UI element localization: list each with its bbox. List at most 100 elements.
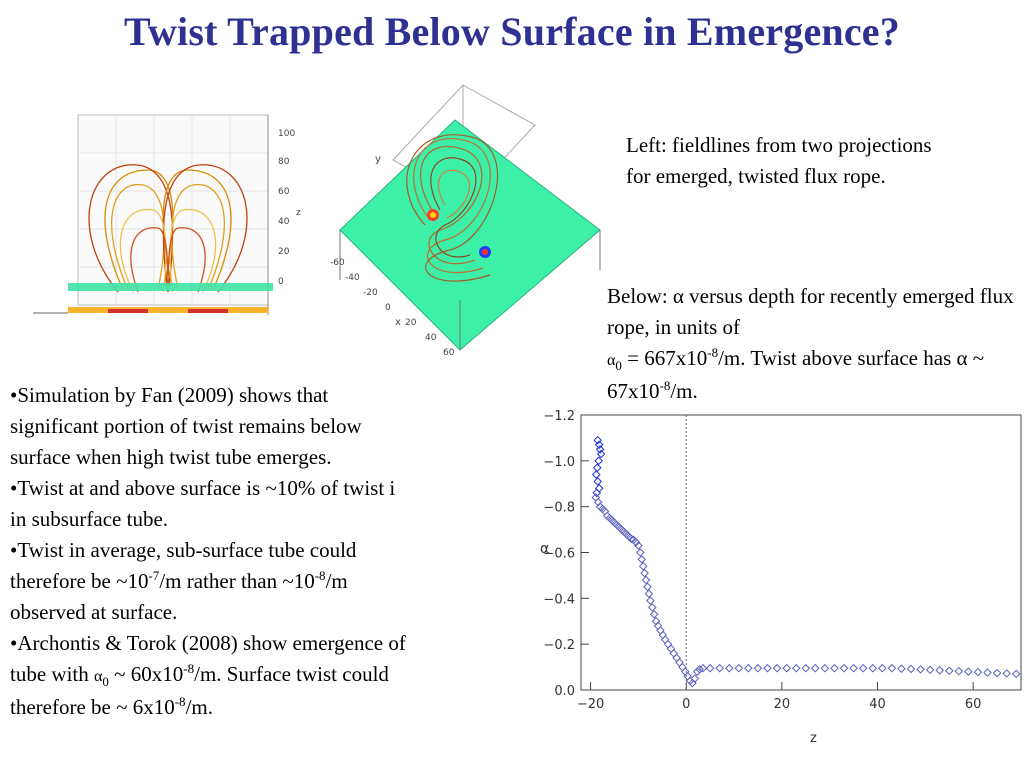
fig1-z-tick: 0: [278, 277, 284, 287]
data-point: [811, 663, 820, 673]
x-axis-label: z: [810, 731, 817, 746]
data-point: [634, 541, 643, 550]
alpha-depth-chart: −1.2 −1.0 −0.8 −0.6 −0.4 −0.2 0.0 −20 0 20 40 60 α…: [540, 409, 1022, 746]
alpha-symbol: α: [94, 668, 103, 685]
y-tick-label: −1.2: [543, 409, 575, 424]
data-point: [772, 663, 782, 673]
exponent: -8: [314, 568, 326, 583]
data-point: [734, 663, 744, 673]
data-point: [594, 456, 604, 466]
text-part: /m rather than ~10: [159, 569, 315, 593]
data-point: [830, 663, 839, 673]
bullet-line: observed at surface.: [10, 600, 178, 624]
data-point: [897, 664, 906, 673]
text-part: therefore be ~ 6x10: [10, 695, 175, 719]
data-point: [595, 445, 605, 454]
data-point: [944, 666, 954, 676]
caption-left: Left: fieldlines from two projections fo…: [626, 133, 932, 188]
data-point: [782, 663, 791, 673]
subscript: 0: [102, 674, 109, 690]
bullet-line: •Twist in average, sub-surface tube coul…: [10, 538, 357, 562]
data-point: [591, 470, 601, 479]
data-point: [925, 665, 935, 675]
bullet-line: therefore be ~10-7/m rather than ~10-8/m: [10, 566, 530, 597]
fieldline-oblique-view: -60 -40 -20 0 20 40 60 x y: [330, 84, 601, 358]
data-point: [744, 663, 753, 673]
data-point: [635, 548, 645, 557]
fig2-x-tick: 0: [385, 303, 391, 313]
bullet-line: significant portion of twist remains bel…: [10, 414, 362, 438]
data-point: [698, 663, 708, 673]
slide-title: Twist Trapped Below Surface in Emergence…: [124, 9, 900, 54]
data-point: [858, 663, 868, 673]
fig1-z-tick: 40: [278, 217, 290, 227]
bullet-line: •Archontis & Torok (2008) show emergence…: [10, 631, 406, 655]
fig2-x-tick: 20: [405, 318, 417, 328]
caption-below: Below: α versus depth for recently emerg…: [607, 281, 1017, 407]
data-point: [954, 666, 964, 676]
data-point: [649, 610, 659, 619]
data-point: [695, 665, 704, 674]
data-point: [906, 664, 916, 674]
data-point: [801, 663, 811, 673]
fig1-z-tick: 100: [278, 129, 295, 139]
fig1-z-label: z: [296, 208, 301, 218]
data-point: [637, 555, 647, 564]
caption-below-exp: -8: [707, 345, 719, 360]
caption-below-line1: Below: α versus depth for recently emerg…: [607, 284, 1014, 339]
text-part: therefore be ~10: [10, 569, 149, 593]
data-point: [715, 663, 725, 673]
fieldline-side-view: 100 80 60 40 20 0 z: [33, 114, 301, 315]
data-point: [1011, 669, 1021, 679]
y-tick-label: −0.8: [543, 501, 575, 516]
fig1-z-tick: 60: [278, 187, 290, 197]
data-point: [992, 668, 1002, 678]
plot-frame: [580, 414, 1022, 691]
fig2-x-tick: 60: [443, 348, 455, 358]
exponent: -7: [148, 568, 160, 583]
bullet-line: •Twist at and above surface is ~10% of t…: [10, 476, 396, 500]
data-point: [753, 663, 763, 673]
bullet-line: therefore be ~ 6x10-8/m.: [10, 692, 530, 723]
data-point: [647, 603, 657, 612]
data-point: [690, 674, 700, 683]
data-point: [973, 667, 983, 677]
data-point: [594, 440, 604, 450]
data-point: [640, 568, 649, 578]
x-tick-label: 0: [682, 697, 690, 712]
data-point: [887, 663, 897, 673]
fig2-y-label: y: [375, 154, 381, 165]
text-part: /m. Surface twist could: [194, 662, 389, 686]
data-point: [593, 477, 603, 486]
bullet-line: surface when high twist tube emerges.: [10, 445, 332, 469]
data-point: [705, 663, 715, 673]
fig2-x-tick: -60: [330, 258, 345, 268]
data-point: [592, 488, 602, 498]
data-point: [692, 667, 702, 676]
data-point: [638, 561, 648, 571]
y-tick-label: −1.0: [543, 455, 575, 470]
fig2-x-label: x: [395, 317, 401, 328]
exponent: -8: [174, 694, 186, 709]
bullet-line: tube with α0 ~ 60x10-8/m. Surface twist …: [10, 659, 530, 692]
caption-below-tail2: /m.: [670, 379, 698, 403]
data-point: [643, 582, 652, 592]
caption-below-tail: /m. Twist above surface has α ~ 67x10: [607, 346, 985, 403]
exponent: -8: [183, 661, 195, 676]
y-tick-label: −0.2: [543, 638, 575, 653]
data-point: [631, 537, 641, 547]
text-part: ~ 60x10: [108, 662, 184, 686]
x-tick-label: 40: [869, 697, 886, 712]
text-part: /m: [325, 569, 348, 593]
fig1-z-tick: 20: [278, 247, 290, 257]
data-point: [849, 663, 858, 673]
y-tick-label: 0.0: [554, 684, 575, 699]
fig1-z-tick: 80: [278, 157, 290, 167]
data-point: [935, 665, 945, 675]
data-point: [983, 668, 992, 677]
fig2-x-tick: 40: [425, 333, 437, 343]
text-part: tube with: [10, 662, 94, 686]
fig2-x-tick: -20: [363, 288, 378, 298]
y-tick-label: −0.6: [543, 547, 575, 562]
bullet-line: in subsurface tube.: [10, 507, 169, 531]
